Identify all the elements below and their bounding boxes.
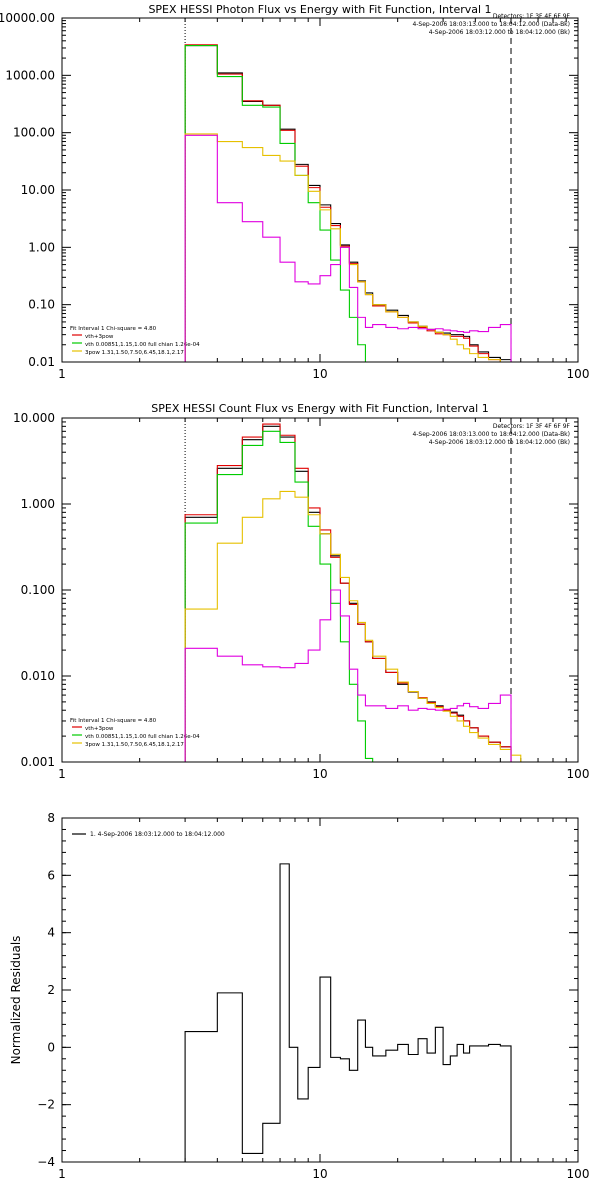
- background-interval-label: 4-Sep-2006 18:03:12.000 to 18:04:12.000 …: [429, 29, 570, 36]
- count-flux-info: Detectors: 1F 3F 4F 6F 9F 4-Sep-2006 18:…: [412, 423, 570, 446]
- count-flux-x-tick-label: 100: [567, 767, 590, 781]
- fit-thermal-label: vth 0.00851,1.15,1.00 full chian 1.26e-0…: [85, 734, 200, 740]
- photon-flux-y-tick-label: 10.00: [21, 183, 55, 197]
- residuals-y-tick-label: 2: [47, 983, 55, 997]
- photon-flux-title: SPEX HESSI Photon Flux vs Energy with Fi…: [148, 3, 491, 16]
- background-interval-label: 4-Sep-2006 18:03:12.000 to 18:04:12.000 …: [429, 439, 570, 446]
- residuals-y-tick-label: 8: [47, 811, 55, 825]
- photon-flux-x-tick-label: 100: [567, 367, 590, 381]
- photon-flux-series-4-line: [184, 134, 512, 362]
- count-flux-fit-legend: Fit Interval 1 Chi-square = 4.80 vth+3po…: [70, 718, 200, 748]
- detectors-label: Detectors: 1F 3F 4F 6F 9F: [493, 423, 571, 430]
- residuals-x-tick-label: 100: [567, 1167, 590, 1181]
- photon-flux-y-tick-label: 0.10: [28, 298, 55, 312]
- count-flux-panel: SPEX HESSI Count Flux vs Energy with Fit…: [13, 402, 589, 781]
- residuals-series-0-line: [184, 863, 512, 1162]
- count-flux-title: SPEX HESSI Count Flux vs Energy with Fit…: [151, 402, 488, 415]
- detectors-label: Detectors: 1F 3F 4F 6F 9F: [493, 13, 571, 20]
- photon-flux-y-tick-label: 1.00: [28, 240, 55, 254]
- photon-flux-y-tick-label: 10000.00: [0, 11, 55, 25]
- count-flux-y-tick-label: 0.100: [21, 583, 55, 597]
- count-flux-plot-frame: [61, 417, 579, 763]
- residuals-x-tick-label: 1: [58, 1167, 66, 1181]
- data-interval-label: 4-Sep-2006 18:03:13.000 to 18:04:12.000 …: [412, 431, 570, 438]
- count-flux-series-4-line: [184, 589, 512, 762]
- residuals-ylabel: Normalized Residuals: [9, 936, 23, 1065]
- photon-flux-series-3-line: [184, 133, 512, 362]
- residuals-y-tick-label: −2: [37, 1098, 55, 1112]
- residuals-plot-frame: [61, 817, 579, 1163]
- photon-flux-series-group: [184, 44, 512, 362]
- fit-chi-square: Fit Interval 1 Chi-square = 4.80: [70, 326, 157, 332]
- count-flux-x-tick-label: 1: [58, 767, 66, 781]
- count-flux-y-tick-label: 0.001: [21, 755, 55, 769]
- photon-flux-x-tick-label: 1: [58, 367, 66, 381]
- count-flux-series-group: [184, 423, 539, 762]
- fit-total-label: vth+3pow: [85, 726, 114, 732]
- photon-flux-plot-frame: [61, 17, 579, 363]
- count-flux-x-tick-label: 10: [312, 767, 327, 781]
- photon-flux-series-1-line: [184, 44, 512, 362]
- fit-powerlaw-label: 3pow 1.31,1.50,7.50,6.45,18.1,2.17: [85, 742, 184, 748]
- data-interval-label: 4-Sep-2006 18:03:13.000 to 18:04:12.000 …: [412, 21, 570, 28]
- fit-chi-square: Fit Interval 1 Chi-square = 4.80: [70, 718, 157, 724]
- photon-flux-fit-legend: Fit Interval 1 Chi-square = 4.80 vth+3po…: [70, 326, 200, 356]
- fit-thermal-label: vth 0.00851,1.15,1.00 full chian 1.26e-0…: [85, 342, 200, 348]
- residuals-y-tick-label: 6: [47, 868, 55, 882]
- photon-flux-y-tick-label: 1000.00: [5, 68, 55, 82]
- photon-flux-series-2-line: [184, 45, 386, 362]
- residuals-x-tick-label: 10: [312, 1167, 327, 1181]
- fit-powerlaw-label: 3pow 1.31,1.50,7.50,6.45,18.1,2.17: [85, 350, 184, 356]
- photon-flux-y-tick-label: 0.01: [28, 355, 55, 369]
- photon-flux-x-tick-label: 10: [312, 367, 327, 381]
- fit-total-label: vth+3pow: [85, 334, 114, 340]
- count-flux-y-tick-label: 1.000: [21, 497, 55, 511]
- photon-flux-y-tick-label: 100.00: [13, 126, 55, 140]
- residuals-y-tick-label: 0: [47, 1040, 55, 1054]
- residuals-legend: 1. 4-Sep-2006 18:03:12.000 to 18:04:12.0…: [90, 831, 225, 838]
- count-flux-series-3-line: [184, 490, 539, 762]
- residuals-series-group: [184, 863, 512, 1162]
- count-flux-y-tick-label: 0.010: [21, 669, 55, 683]
- residuals-y-tick-label: −4: [37, 1155, 55, 1169]
- residuals-y-tick-label: 4: [47, 926, 55, 940]
- count-flux-y-tick-label: 10.000: [13, 411, 55, 425]
- residuals-panel: 1. 4-Sep-2006 18:03:12.000 to 18:04:12.0…: [9, 811, 589, 1181]
- photon-flux-info: Detectors: 1F 3F 4F 6F 9F 4-Sep-2006 18:…: [412, 13, 570, 36]
- photon-flux-panel: SPEX HESSI Photon Flux vs Energy with Fi…: [0, 3, 589, 381]
